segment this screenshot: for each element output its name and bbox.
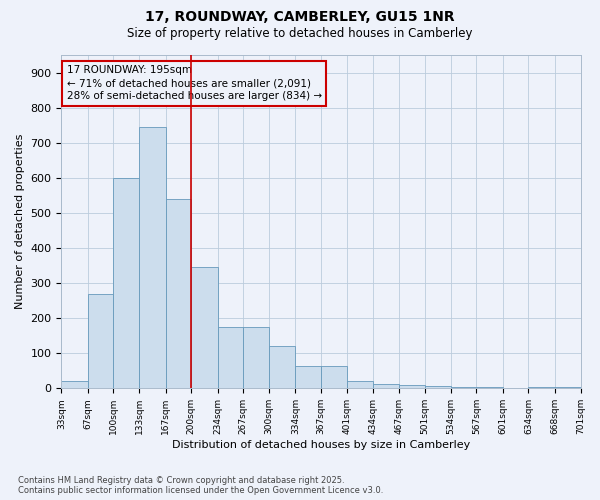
Text: Contains HM Land Registry data © Crown copyright and database right 2025.
Contai: Contains HM Land Registry data © Crown c…: [18, 476, 383, 495]
Bar: [269, 346, 295, 389]
Bar: [243, 327, 269, 388]
Y-axis label: Number of detached properties: Number of detached properties: [15, 134, 25, 310]
Bar: [398, 385, 425, 388]
Bar: [425, 386, 451, 388]
Bar: [373, 384, 398, 388]
Bar: [555, 386, 581, 388]
X-axis label: Distribution of detached houses by size in Camberley: Distribution of detached houses by size …: [172, 440, 470, 450]
Bar: [218, 327, 243, 388]
Bar: [113, 178, 139, 388]
Bar: [476, 386, 503, 388]
Bar: [166, 199, 191, 388]
Bar: [88, 294, 113, 388]
Bar: [321, 366, 347, 388]
Bar: [295, 366, 321, 388]
Bar: [451, 386, 476, 388]
Bar: [529, 386, 555, 388]
Text: Size of property relative to detached houses in Camberley: Size of property relative to detached ho…: [127, 28, 473, 40]
Bar: [61, 380, 88, 388]
Bar: [191, 268, 218, 388]
Bar: [139, 127, 166, 388]
Bar: [347, 380, 373, 388]
Text: 17 ROUNDWAY: 195sqm
← 71% of detached houses are smaller (2,091)
28% of semi-det: 17 ROUNDWAY: 195sqm ← 71% of detached ho…: [67, 65, 322, 102]
Text: 17, ROUNDWAY, CAMBERLEY, GU15 1NR: 17, ROUNDWAY, CAMBERLEY, GU15 1NR: [145, 10, 455, 24]
